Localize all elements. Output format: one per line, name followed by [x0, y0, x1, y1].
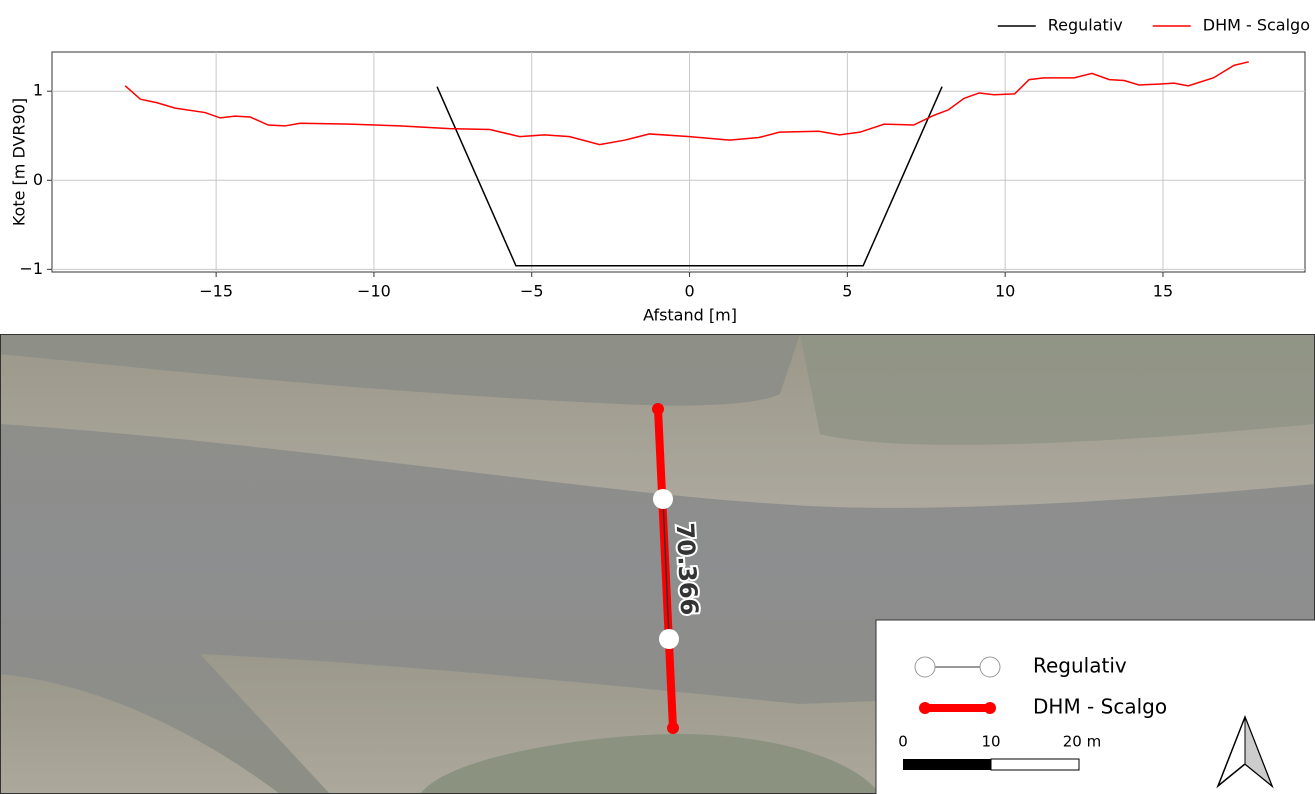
x-tick-label: 15: [1153, 282, 1173, 301]
regulativ-point: [659, 629, 679, 649]
scale-label: 20 m: [1063, 733, 1101, 751]
legend-symbol: [984, 702, 996, 714]
y-tick-label: 1: [33, 81, 43, 100]
legend-symbol: [980, 657, 1000, 677]
x-tick-label: −15: [199, 282, 233, 301]
scale-label: 10: [981, 733, 1000, 751]
x-tick-label: 10: [995, 282, 1015, 301]
field: [800, 334, 1315, 445]
y-axis-label: Kote [m DVR90]: [10, 98, 29, 226]
x-tick-label: 0: [684, 282, 694, 301]
legend-text: Regulativ: [1033, 654, 1127, 678]
scale-bar: [991, 759, 1079, 770]
legend-text: Regulativ: [1048, 16, 1123, 35]
legend-text: DHM - Scalgo: [1033, 695, 1167, 719]
legend-symbol: [915, 657, 935, 677]
x-tick-label: −5: [520, 282, 544, 301]
plot-area: [52, 52, 1305, 272]
legend-symbol: [919, 702, 931, 714]
map: 70.366 Regulativ DHM - Scalgo 0 10 20 m: [0, 334, 1315, 794]
scale-bar: [903, 759, 991, 770]
y-tick-label: −1: [19, 259, 43, 278]
regulativ-point: [653, 489, 673, 509]
profile-end: [652, 403, 664, 415]
profile-end: [667, 722, 679, 734]
scale-label: 0: [898, 733, 908, 751]
map-label: 70.366: [671, 522, 704, 616]
x-tick-label: −10: [357, 282, 391, 301]
y-tick-label: 0: [33, 170, 43, 189]
x-tick-label: 5: [842, 282, 852, 301]
x-axis-label: Afstand [m]: [643, 306, 737, 325]
legend-text: DHM - Scalgo: [1203, 16, 1310, 35]
